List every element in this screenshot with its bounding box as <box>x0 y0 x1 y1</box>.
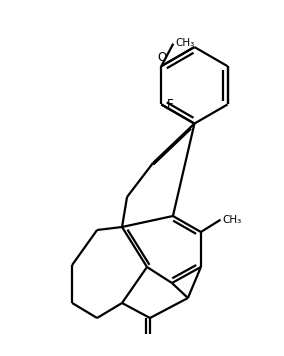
Text: CH₃: CH₃ <box>176 38 195 48</box>
Text: CH₃: CH₃ <box>223 215 242 225</box>
Text: O: O <box>157 51 166 64</box>
Text: F: F <box>166 98 173 111</box>
